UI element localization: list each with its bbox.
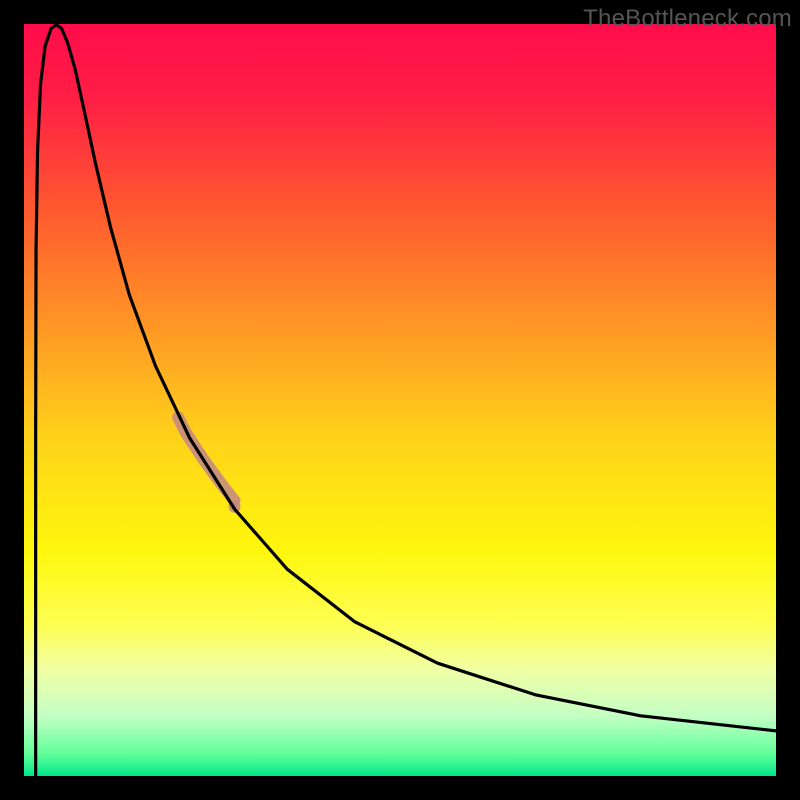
bottleneck-curve xyxy=(36,25,776,776)
plot-area xyxy=(24,24,776,776)
watermark-text: TheBottleneck.com xyxy=(583,5,792,33)
chart-container: TheBottleneck.com xyxy=(0,0,800,800)
curve-overlay xyxy=(24,24,776,776)
